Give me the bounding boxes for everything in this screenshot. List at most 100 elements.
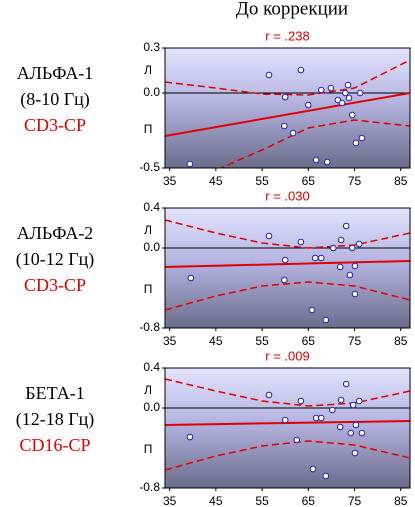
point (347, 429, 355, 437)
point (281, 416, 289, 424)
point (342, 222, 350, 230)
x-tick-label: 75 (348, 334, 362, 348)
x-tick-label: 75 (348, 494, 362, 507)
figure-title: До коррекции (236, 0, 348, 19)
point (336, 263, 344, 271)
point (355, 240, 363, 248)
point (280, 276, 288, 284)
point (293, 436, 301, 444)
point (337, 396, 345, 404)
point (322, 316, 330, 324)
plot-layer (165, 378, 410, 480)
fit-line (165, 260, 410, 268)
ci-upper (165, 59, 410, 96)
point (348, 244, 356, 252)
fit-line (165, 92, 410, 138)
point (341, 89, 349, 97)
y-tick-label: 0.0 (143, 240, 160, 254)
r-label: r = .030 (265, 188, 309, 203)
point (322, 472, 330, 480)
x-tick-label: 55 (255, 174, 269, 188)
point (265, 391, 273, 399)
y-tick-label: -0.8 (139, 320, 160, 334)
upper-label: Л (144, 223, 152, 237)
point (281, 93, 289, 101)
point (352, 139, 360, 147)
y-tick-label: 0.4 (143, 360, 160, 374)
point (265, 232, 273, 240)
point (329, 244, 337, 252)
point (308, 306, 316, 314)
point (345, 94, 353, 102)
point (312, 156, 320, 164)
point (351, 290, 359, 298)
group-label: CD3-CP (24, 275, 86, 295)
point (327, 84, 335, 92)
point (311, 254, 319, 262)
x-tick-label: 65 (302, 174, 316, 188)
point (355, 397, 363, 405)
ci-upper (165, 219, 410, 249)
x-tick-label: 75 (348, 174, 362, 188)
y-tick-label: 0.3 (143, 40, 160, 54)
point (281, 256, 289, 264)
plot-area (165, 208, 410, 328)
point (186, 433, 194, 441)
x-tick-label: 45 (209, 334, 223, 348)
plot-frame (164, 207, 411, 329)
point (346, 271, 354, 279)
x-tick-label: 45 (209, 494, 223, 507)
point (351, 262, 359, 270)
ci-lower (165, 440, 410, 471)
point (356, 89, 364, 97)
point (323, 158, 331, 166)
point (317, 86, 325, 94)
point (349, 401, 357, 409)
point (317, 414, 325, 422)
lower-label: П (144, 282, 153, 296)
ci-lower (218, 119, 410, 168)
y-tick-label: 0.0 (143, 85, 160, 99)
plot-area (165, 48, 410, 168)
point (329, 406, 336, 414)
point (265, 71, 273, 79)
lower-label: П (144, 122, 153, 136)
upper-label: Л (144, 383, 152, 397)
x-tick-label: 85 (394, 334, 408, 348)
point (280, 122, 288, 130)
point (297, 66, 305, 74)
plot-frame (164, 47, 411, 169)
point (297, 238, 305, 246)
point (338, 99, 346, 107)
group-label: CD3-CP (24, 115, 86, 135)
point (352, 421, 360, 429)
y-tick-label: 0.4 (143, 200, 160, 214)
point (358, 429, 366, 437)
point (358, 134, 366, 142)
group-label: АЛЬФА-1 (17, 63, 94, 83)
point (348, 111, 356, 119)
x-tick-label: 85 (394, 494, 408, 507)
x-tick-label: 65 (302, 334, 316, 348)
lower-label: П (144, 442, 153, 456)
point (186, 160, 194, 168)
point (344, 81, 352, 89)
y-tick-label: -0.8 (139, 480, 160, 494)
point (187, 274, 195, 282)
plot-layer (165, 219, 410, 324)
group-label: CD16-CP (19, 435, 90, 455)
y-tick-label: 0.0 (143, 400, 160, 414)
x-tick-label: 85 (394, 174, 408, 188)
plot-frame (164, 367, 411, 489)
x-tick-label: 45 (209, 174, 223, 188)
point (337, 236, 345, 244)
ci-lower (165, 281, 410, 311)
point (289, 129, 297, 137)
point (297, 397, 305, 405)
plot-area (165, 368, 410, 488)
ci-upper (165, 378, 410, 407)
point (317, 254, 325, 262)
point (351, 449, 359, 457)
point (336, 423, 344, 431)
